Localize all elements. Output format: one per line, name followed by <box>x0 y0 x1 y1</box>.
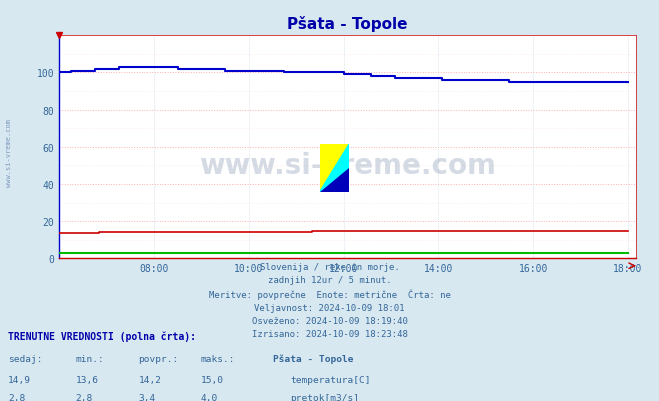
Text: pretok[m3/s]: pretok[m3/s] <box>290 393 359 401</box>
Text: 14,2: 14,2 <box>138 375 161 384</box>
Polygon shape <box>320 144 349 192</box>
Title: Pšata - Topole: Pšata - Topole <box>287 16 408 32</box>
Text: 4,0: 4,0 <box>201 393 218 401</box>
Polygon shape <box>320 144 349 192</box>
Text: Slovenija / reke in morje.
zadnjih 12ur / 5 minut.
Meritve: povprečne  Enote: me: Slovenija / reke in morje. zadnjih 12ur … <box>208 263 451 338</box>
Text: min.:: min.: <box>76 354 105 363</box>
Text: 3,4: 3,4 <box>138 393 156 401</box>
Polygon shape <box>320 168 349 192</box>
Text: 15,0: 15,0 <box>201 375 224 384</box>
Text: 14,9: 14,9 <box>8 375 31 384</box>
Text: TRENUTNE VREDNOSTI (polna črta):: TRENUTNE VREDNOSTI (polna črta): <box>8 330 196 341</box>
Text: temperatura[C]: temperatura[C] <box>290 375 370 384</box>
Text: 13,6: 13,6 <box>76 375 99 384</box>
Text: www.si-vreme.com: www.si-vreme.com <box>199 151 496 179</box>
Text: Pšata - Topole: Pšata - Topole <box>273 353 354 363</box>
Text: sedaj:: sedaj: <box>8 354 42 363</box>
Text: 2,8: 2,8 <box>8 393 25 401</box>
Text: maks.:: maks.: <box>201 354 235 363</box>
Text: www.si-vreme.com: www.si-vreme.com <box>5 118 12 186</box>
Text: 2,8: 2,8 <box>76 393 93 401</box>
Text: povpr.:: povpr.: <box>138 354 179 363</box>
